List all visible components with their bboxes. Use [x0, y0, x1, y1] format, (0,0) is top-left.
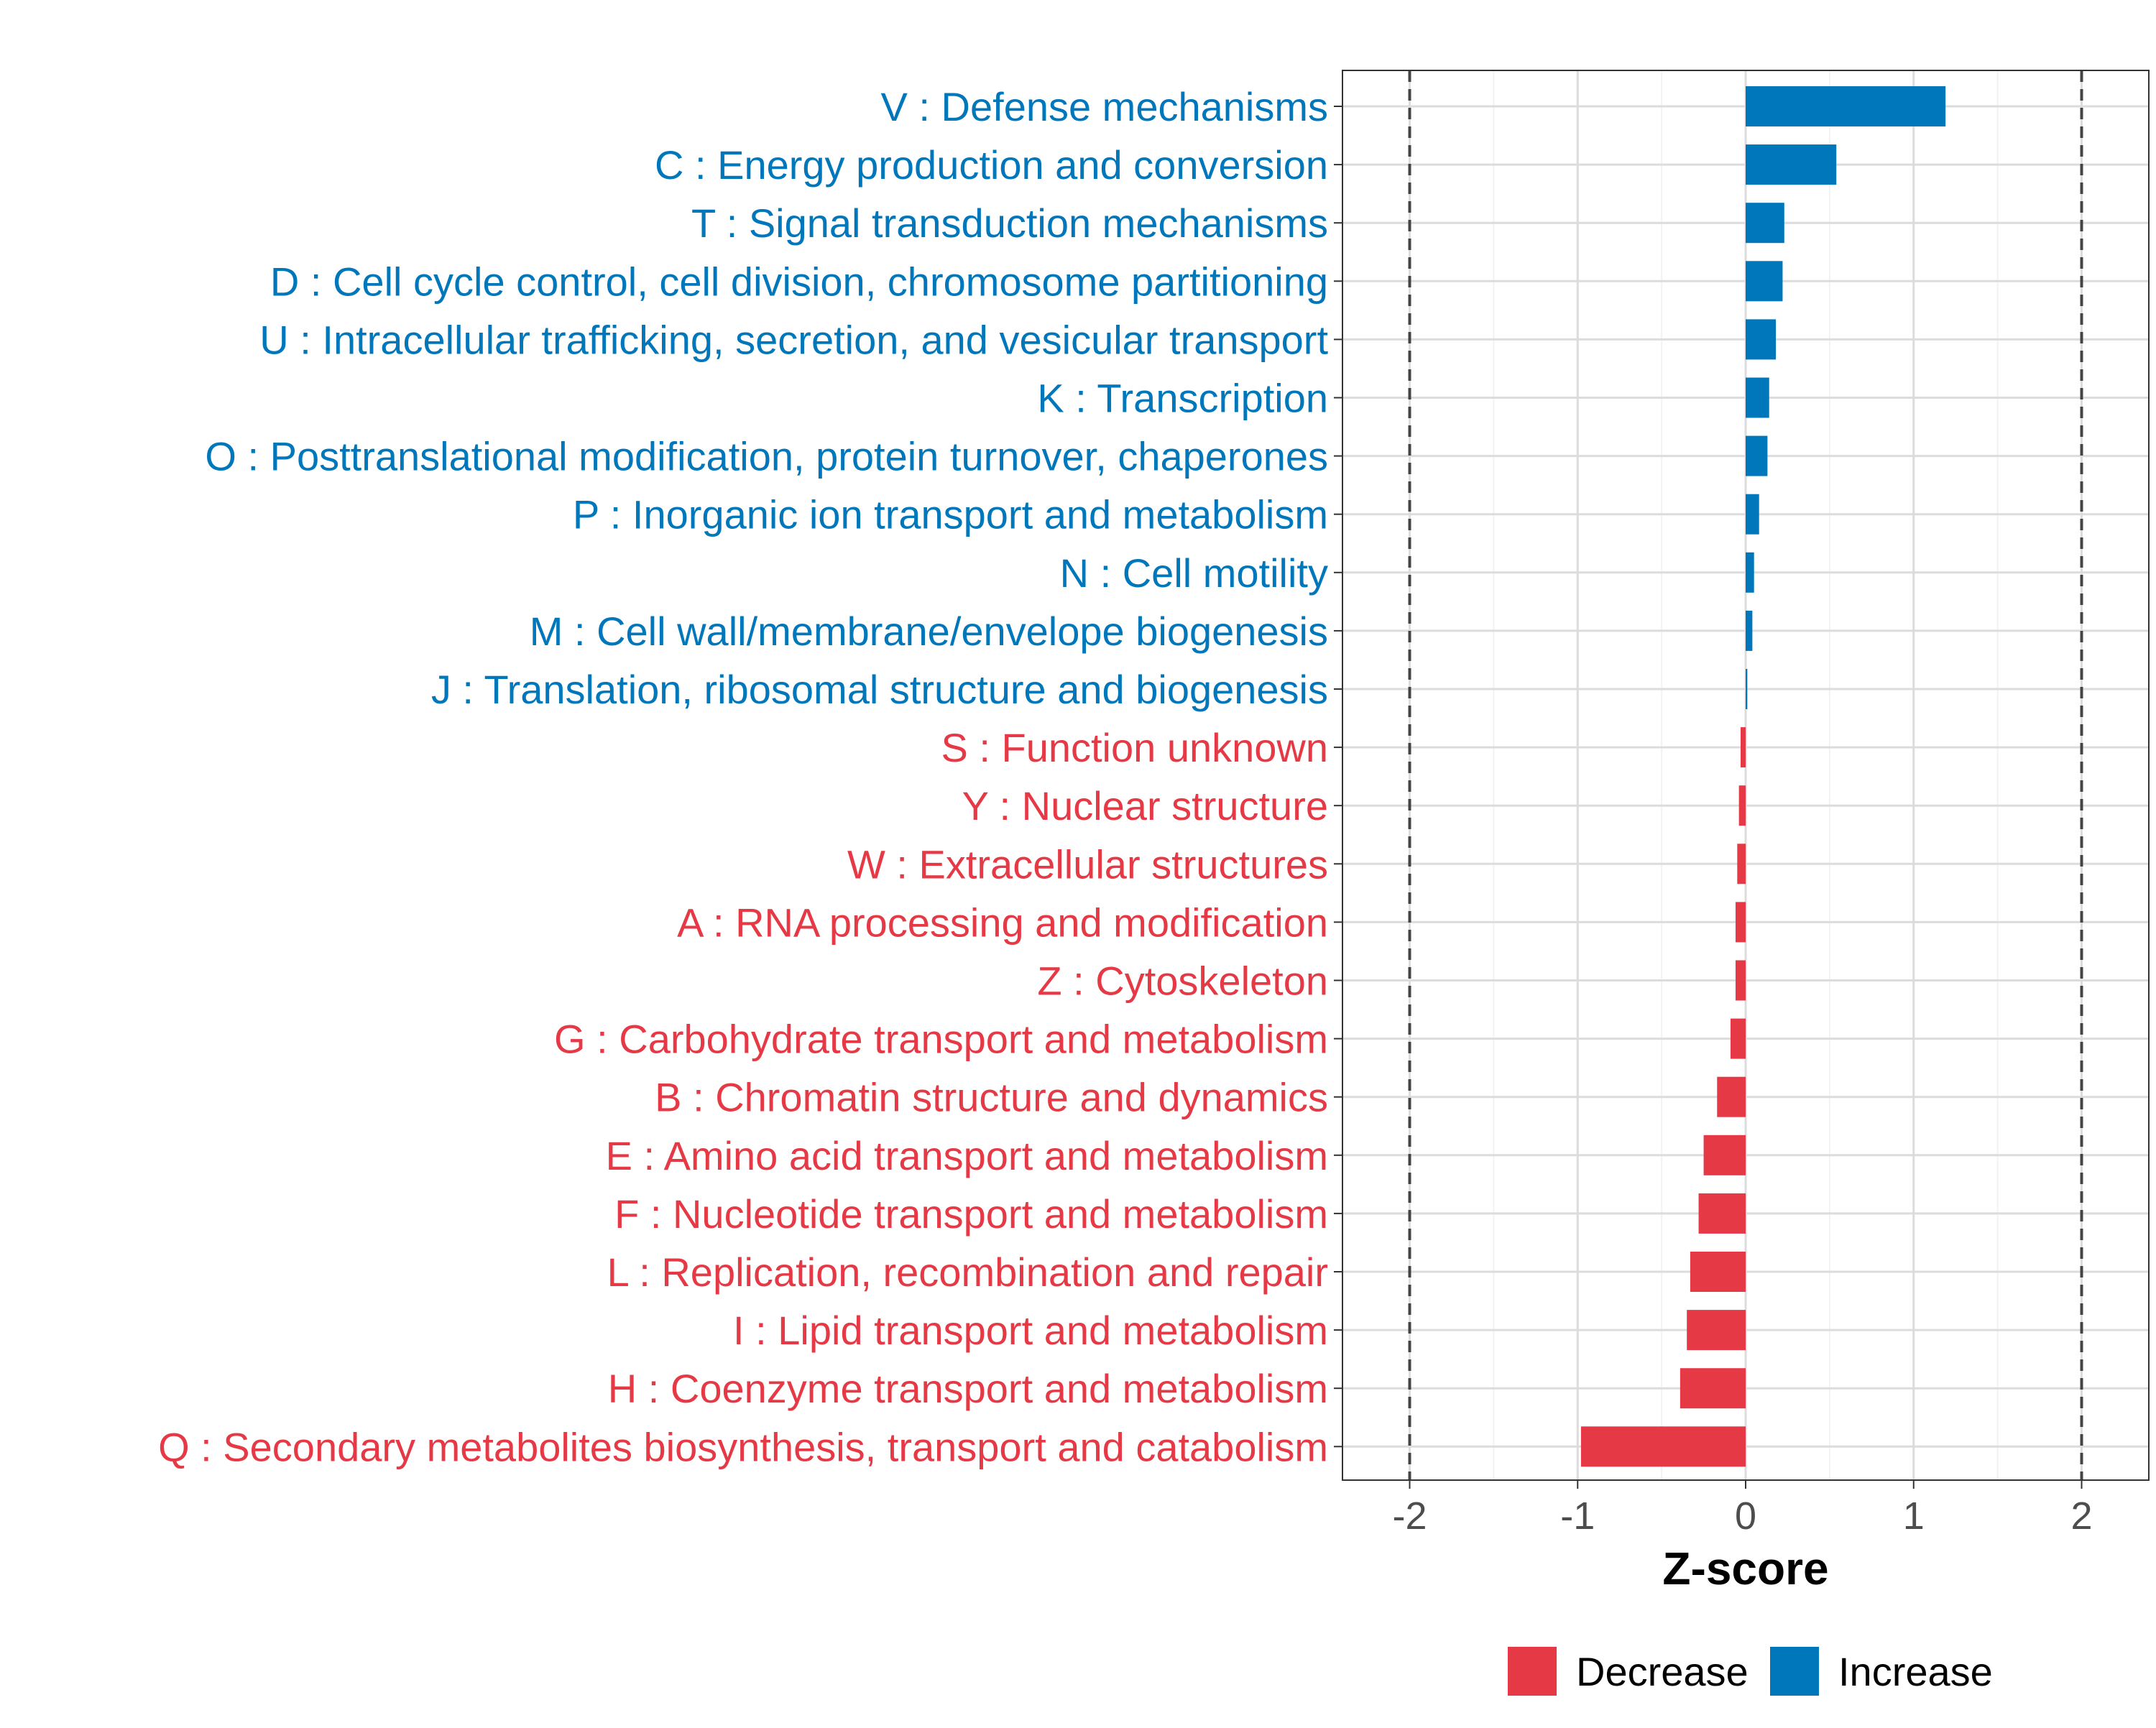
category-label: J : Translation, ribosomal structure and… — [431, 667, 1328, 712]
legend-label-increase: Increase — [1838, 1649, 1993, 1694]
reference-lines — [1408, 70, 2083, 1480]
category-label: F : Nucleotide transport and metabolism — [614, 1191, 1328, 1237]
bar-j — [1746, 669, 1748, 709]
bar-p — [1746, 494, 1759, 535]
bar-a — [1735, 902, 1746, 943]
x-axis: -2 -1 0 1 2 — [1392, 1480, 2093, 1538]
category-label: Z : Cytoskeleton — [1037, 958, 1328, 1004]
legend: Decrease Increase — [1508, 1647, 1993, 1696]
legend-key-increase — [1770, 1647, 1819, 1696]
category-label: D : Cell cycle control, cell division, c… — [270, 259, 1328, 304]
x-tick-label: 1 — [1903, 1494, 1925, 1538]
bar-i — [1687, 1310, 1746, 1351]
category-label: I : Lipid transport and metabolism — [733, 1308, 1328, 1353]
legend-key-decrease — [1508, 1647, 1557, 1696]
bar-n — [1746, 552, 1754, 593]
bar-o — [1746, 435, 1768, 476]
bar-y — [1738, 785, 1746, 826]
category-label: Y : Nuclear structure — [962, 783, 1328, 828]
category-label: E : Amino acid transport and metabolism — [606, 1133, 1328, 1178]
category-label: O : Posttranslational modification, prot… — [205, 434, 1328, 479]
bar-q — [1580, 1426, 1746, 1467]
category-label: K : Transcription — [1037, 376, 1328, 421]
bar-s — [1740, 727, 1746, 768]
bar-b — [1717, 1076, 1746, 1117]
category-label: P : Inorganic ion transport and metaboli… — [573, 492, 1328, 537]
category-label: H : Coenzyme transport and metabolism — [608, 1366, 1328, 1411]
category-label: U : Intracellular trafficking, secretion… — [259, 317, 1328, 362]
category-label: Q : Secondary metabolites biosynthesis, … — [158, 1424, 1328, 1469]
category-label: A : RNA processing and modification — [677, 900, 1328, 945]
category-label: G : Carbohydrate transport and metabolis… — [554, 1017, 1328, 1062]
bar-v — [1746, 86, 1946, 126]
x-tick-label: -1 — [1560, 1494, 1595, 1538]
x-tick-label: 0 — [1735, 1494, 1756, 1538]
bar-w — [1737, 844, 1746, 884]
bar-t — [1746, 203, 1784, 244]
category-label: B : Chromatin structure and dynamics — [655, 1075, 1328, 1120]
category-label: L : Replication, recombination and repai… — [607, 1249, 1328, 1295]
category-labels: V : Defense mechanisms C : Energy product… — [158, 84, 1342, 1469]
bar-g — [1730, 1018, 1746, 1059]
bar-m — [1746, 610, 1753, 651]
category-label: C : Energy production and conversion — [655, 142, 1328, 188]
category-label: N : Cell motility — [1060, 550, 1328, 596]
category-label: V : Defense mechanisms — [881, 84, 1328, 129]
bars-layer — [1580, 86, 1946, 1467]
bar-d — [1746, 261, 1783, 302]
x-tick-label: 2 — [2070, 1494, 2092, 1538]
legend-label-decrease: Decrease — [1576, 1649, 1749, 1694]
category-label: T : Signal transduction mechanisms — [691, 200, 1328, 246]
bar-e — [1703, 1135, 1746, 1175]
bar-f — [1698, 1193, 1746, 1234]
category-label: M : Cell wall/membrane/envelope biogenes… — [530, 609, 1328, 654]
bar-k — [1746, 377, 1769, 418]
x-tick-label: -2 — [1392, 1494, 1427, 1538]
x-axis-title: Z-score — [1662, 1543, 1828, 1594]
bar-c — [1746, 144, 1837, 185]
category-label: W : Extracellular structures — [847, 841, 1328, 887]
bar-u — [1746, 319, 1777, 360]
bar-l — [1690, 1252, 1746, 1292]
bar-z — [1735, 960, 1746, 1001]
bar-h — [1680, 1368, 1746, 1409]
category-label: S : Function unknown — [941, 725, 1328, 770]
